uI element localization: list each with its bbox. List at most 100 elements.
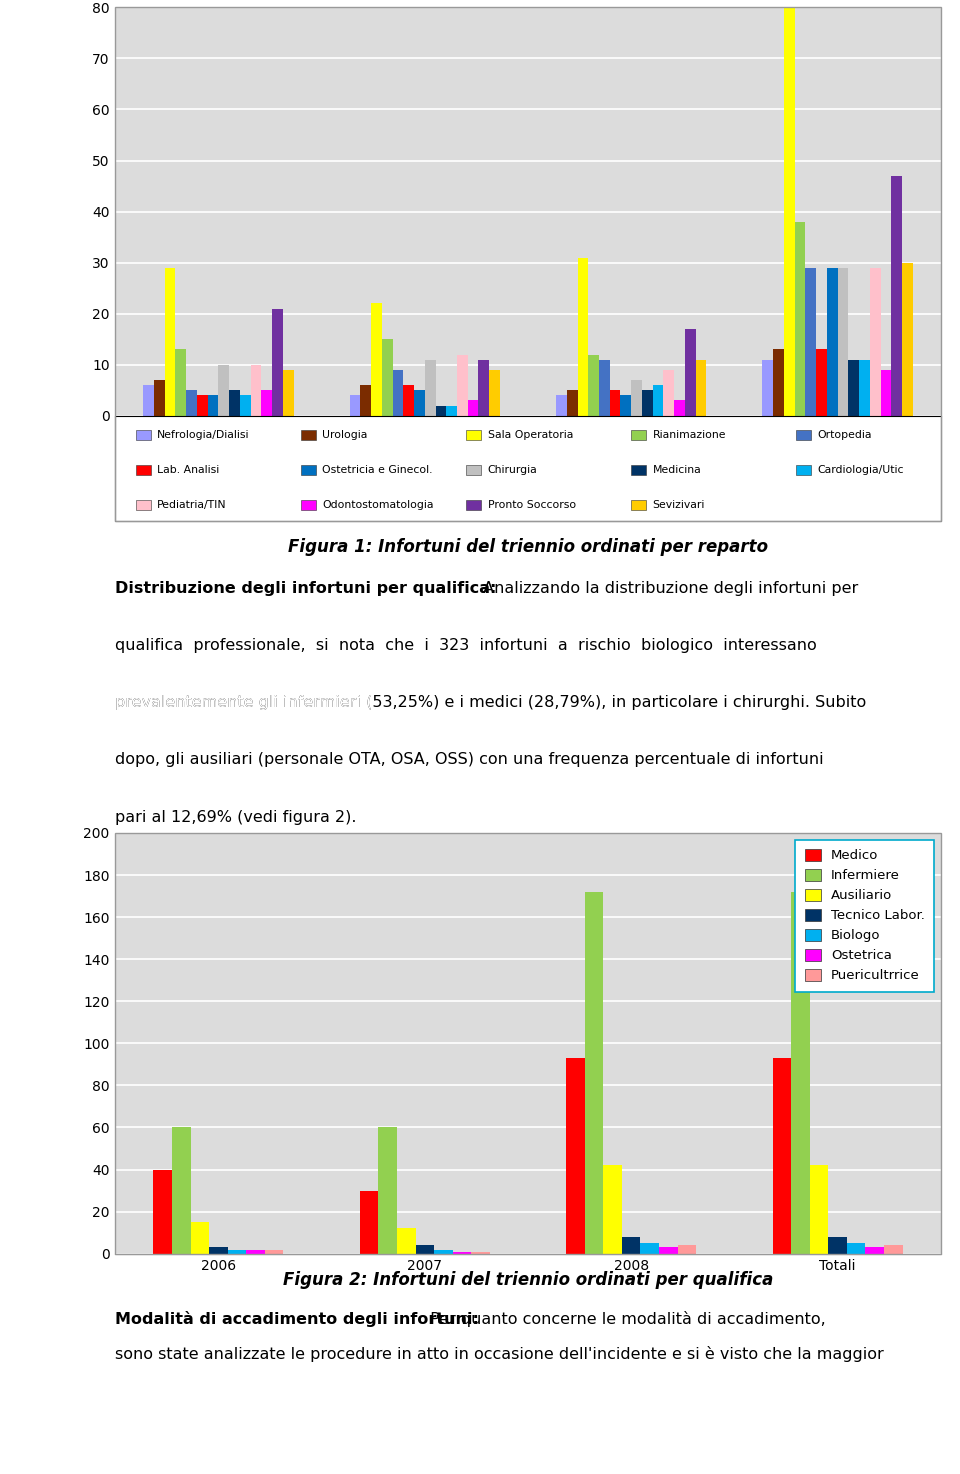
Bar	[467, 430, 481, 441]
Bar	[827, 268, 837, 416]
Bar	[403, 385, 414, 416]
Bar	[414, 391, 424, 416]
Text: dopo, gli ausiliari (personale OTA, OSA, OSS) con una frequenza percentuale di i: dopo, gli ausiliari (personale OTA, OSA,…	[115, 752, 824, 768]
Bar	[393, 370, 403, 416]
Bar	[301, 500, 316, 510]
Bar	[349, 395, 360, 416]
Bar	[453, 1251, 471, 1254]
Bar	[599, 360, 610, 416]
Bar	[632, 430, 646, 441]
Bar	[186, 391, 197, 416]
Bar	[837, 268, 849, 416]
Bar	[622, 1237, 640, 1254]
Bar	[457, 355, 468, 416]
Bar	[578, 258, 588, 416]
Bar	[467, 500, 481, 510]
Bar	[135, 500, 151, 510]
Bar	[678, 1246, 696, 1254]
Text: Sala Operatoria: Sala Operatoria	[488, 430, 573, 441]
Bar	[849, 360, 859, 416]
Text: Urologia: Urologia	[323, 430, 368, 441]
Bar	[663, 370, 674, 416]
Bar	[660, 1247, 678, 1254]
Text: Pediatria/TIN: Pediatria/TIN	[157, 500, 227, 510]
FancyBboxPatch shape	[115, 416, 941, 520]
Bar	[880, 370, 891, 416]
Text: Distribuzione degli infortuni per qualifica:: Distribuzione degli infortuni per qualif…	[115, 581, 496, 595]
Bar	[773, 349, 784, 416]
Bar	[585, 892, 603, 1254]
Bar	[631, 380, 642, 416]
Bar	[467, 464, 481, 476]
Bar	[784, 7, 795, 416]
Bar	[471, 1251, 490, 1254]
Text: Odontostomatologia: Odontostomatologia	[323, 500, 434, 510]
Bar	[490, 370, 500, 416]
Bar	[372, 304, 382, 416]
Bar	[870, 268, 880, 416]
Bar	[382, 339, 393, 416]
Bar	[796, 464, 811, 476]
Bar	[251, 364, 261, 416]
Bar	[805, 268, 816, 416]
Bar	[610, 391, 620, 416]
Bar	[229, 391, 240, 416]
Text: Modalità di accadimento degli infortuni:: Modalità di accadimento degli infortuni:	[115, 1310, 479, 1327]
Bar	[154, 380, 165, 416]
Bar	[301, 464, 316, 476]
Bar	[378, 1128, 396, 1254]
Text: Figura 2: Infortuni del triennio ordinati per qualifica: Figura 2: Infortuni del triennio ordinat…	[283, 1271, 773, 1288]
Text: Medicina: Medicina	[653, 466, 702, 475]
Text: Per quanto concerne le modalità di accadimento,: Per quanto concerne le modalità di accad…	[424, 1310, 826, 1327]
Bar	[795, 221, 805, 416]
Bar	[247, 1250, 265, 1254]
Bar	[588, 355, 599, 416]
Bar	[209, 1247, 228, 1254]
Bar	[172, 1128, 190, 1254]
Bar	[859, 360, 870, 416]
Bar	[301, 430, 316, 441]
Bar	[207, 395, 218, 416]
Bar	[228, 1250, 247, 1254]
Bar	[265, 1250, 283, 1254]
Bar	[446, 405, 457, 416]
Bar	[197, 395, 207, 416]
Text: qualifica  professionale,  si  nota  che  i  323  infortuni  a  rischio  biologi: qualifica professionale, si nota che i 3…	[115, 638, 817, 653]
Bar	[773, 1058, 791, 1254]
Bar	[143, 385, 154, 416]
Bar	[360, 385, 372, 416]
Bar	[640, 1243, 660, 1254]
Text: pari al ​12,69% (vedi figura 2).: pari al ​12,69% (vedi figura 2).	[115, 809, 357, 824]
Bar	[653, 385, 663, 416]
Bar	[847, 1243, 866, 1254]
Bar	[603, 1166, 622, 1254]
Bar	[866, 1247, 884, 1254]
Text: Cardiologia/Utic: Cardiologia/Utic	[818, 466, 904, 475]
Bar	[884, 1246, 902, 1254]
Bar	[632, 464, 646, 476]
Bar	[176, 349, 186, 416]
Bar	[135, 464, 151, 476]
Text: Ostetricia e Ginecol.: Ostetricia e Ginecol.	[323, 466, 433, 475]
Bar	[240, 395, 251, 416]
Bar	[828, 1237, 847, 1254]
Text: Lab. Analisi: Lab. Analisi	[157, 466, 220, 475]
Bar	[902, 262, 913, 416]
Bar	[696, 360, 707, 416]
Text: Sevizivari: Sevizivari	[653, 500, 705, 510]
Bar	[261, 391, 272, 416]
Bar	[620, 395, 632, 416]
Bar	[135, 430, 151, 441]
Bar	[762, 360, 773, 416]
Bar	[396, 1228, 416, 1254]
Bar	[165, 268, 176, 416]
Bar	[283, 370, 294, 416]
Bar	[218, 364, 229, 416]
Bar	[632, 500, 646, 510]
Bar	[272, 308, 283, 416]
Text: Rianimazione: Rianimazione	[653, 430, 726, 441]
Text: Ortopedia: Ortopedia	[818, 430, 873, 441]
Bar	[791, 892, 809, 1254]
Text: prevalentemente gli infermieri (​53,25%) e i medici (28,79%), in particolare i c: prevalentemente gli infermieri (​53,25%)…	[115, 696, 867, 710]
Bar	[566, 1058, 585, 1254]
